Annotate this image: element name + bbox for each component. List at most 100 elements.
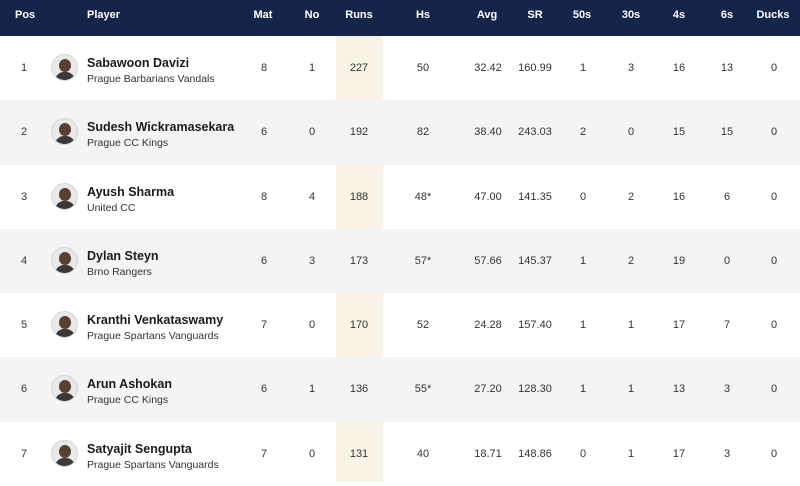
player-avatar bbox=[51, 118, 78, 146]
no-cell: 3 bbox=[308, 254, 316, 267]
avg-cell: 24.28 bbox=[474, 319, 502, 332]
pos-cell: 6 bbox=[21, 383, 28, 396]
table-header: Pos Player Mat No Runs Hs Avg SR 50s 30s… bbox=[0, 0, 800, 36]
player-team: Prague Barbarians Vandals bbox=[87, 73, 215, 85]
sixes-cell: 7 bbox=[723, 319, 731, 332]
player-name[interactable]: Sudesh Wickramasekara bbox=[87, 120, 235, 135]
mat-cell: 8 bbox=[260, 190, 268, 203]
header-player[interactable]: Player bbox=[87, 9, 121, 21]
avg-cell: 18.71 bbox=[474, 447, 502, 460]
fours-cell: 13 bbox=[672, 383, 686, 396]
fours-cell: 16 bbox=[672, 190, 686, 203]
player-name[interactable]: Kranthi Venkataswamy bbox=[87, 313, 224, 328]
avg-cell: 27.20 bbox=[474, 383, 502, 396]
table-row[interactable]: 4 Dylan Steyn Brno Rangers 6 3 173 57* 5… bbox=[0, 228, 800, 294]
hs-cell: 82 bbox=[416, 126, 430, 139]
fours-cell: 19 bbox=[672, 254, 686, 267]
ducks-cell: 0 bbox=[770, 62, 778, 74]
header-pos[interactable]: Pos bbox=[15, 9, 36, 21]
table-row[interactable]: 5 Kranthi Venkataswamy Prague Spartans V… bbox=[0, 293, 800, 357]
header-hs[interactable]: Hs bbox=[415, 9, 431, 21]
header-no[interactable]: No bbox=[304, 9, 320, 21]
player-avatar bbox=[51, 439, 78, 467]
runs-cell: 173 bbox=[349, 254, 369, 267]
avg-cell: 38.40 bbox=[474, 126, 502, 139]
player-team: Brno Rangers bbox=[87, 265, 152, 278]
sr-cell: 148.86 bbox=[518, 447, 552, 460]
fifties-cell: 1 bbox=[579, 62, 587, 74]
runs-cell: 131 bbox=[349, 447, 369, 460]
player-name[interactable]: Dylan Steyn bbox=[87, 248, 159, 263]
thirties-cell: 2 bbox=[627, 190, 635, 203]
player-name[interactable]: Ayush Sharma bbox=[87, 184, 175, 199]
player-team: Prague Spartans Vanguards bbox=[87, 330, 219, 343]
player-avatar bbox=[51, 54, 78, 81]
table-row[interactable]: 2 Sudesh Wickramasekara Prague CC Kings … bbox=[0, 100, 800, 165]
mat-cell: 6 bbox=[260, 254, 268, 267]
hs-cell: 50 bbox=[416, 62, 430, 74]
runs-cell: 188 bbox=[349, 190, 369, 203]
player-name[interactable]: Sabawoon Davizi bbox=[87, 56, 190, 70]
runs-cell: 170 bbox=[349, 319, 369, 332]
header-30s[interactable]: 30s bbox=[621, 9, 641, 21]
thirties-cell: 1 bbox=[627, 383, 635, 396]
table-row[interactable]: 1 Sabawoon Davizi Prague Barbarians Vand… bbox=[0, 36, 800, 100]
fifties-cell: 1 bbox=[579, 319, 587, 332]
sr-cell: 157.40 bbox=[518, 319, 552, 332]
header-runs[interactable]: Runs bbox=[345, 9, 373, 21]
pos-cell: 3 bbox=[21, 190, 28, 203]
thirties-cell: 0 bbox=[627, 126, 635, 139]
header-6s[interactable]: 6s bbox=[720, 9, 734, 21]
pos-cell: 7 bbox=[21, 447, 28, 460]
fifties-cell: 1 bbox=[579, 254, 587, 267]
header-avg[interactable]: Avg bbox=[476, 9, 498, 21]
table-row[interactable]: 7 Satyajit Sengupta Prague Spartans Vang… bbox=[0, 422, 800, 486]
fours-cell: 15 bbox=[672, 126, 686, 139]
hs-cell: 40 bbox=[416, 447, 430, 460]
hs-cell: 52 bbox=[416, 319, 430, 332]
avg-cell: 57.66 bbox=[474, 254, 502, 267]
avg-cell: 32.42 bbox=[474, 62, 502, 74]
sr-cell: 145.37 bbox=[518, 254, 552, 267]
sr-cell: 128.30 bbox=[518, 383, 552, 396]
header-sr[interactable]: SR bbox=[527, 9, 543, 21]
thirties-cell: 1 bbox=[627, 447, 635, 460]
avg-cell: 47.00 bbox=[474, 190, 502, 203]
header-ducks[interactable]: Ducks bbox=[756, 9, 790, 21]
player-name[interactable]: Satyajit Sengupta bbox=[87, 441, 192, 456]
player-team: United CC bbox=[87, 201, 136, 214]
player-avatar bbox=[51, 311, 78, 339]
header-mat[interactable]: Mat bbox=[253, 9, 273, 21]
hs-cell: 55* bbox=[414, 383, 432, 396]
sixes-cell: 3 bbox=[723, 447, 731, 460]
sr-cell: 160.99 bbox=[518, 62, 552, 74]
no-cell: 4 bbox=[308, 190, 316, 203]
mat-cell: 6 bbox=[260, 126, 268, 139]
no-cell: 1 bbox=[308, 383, 316, 396]
table-row[interactable]: 6 Arun Ashokan Prague CC Kings 6 1 136 5… bbox=[0, 357, 800, 422]
fifties-cell: 2 bbox=[579, 126, 587, 139]
header-50s[interactable]: 50s bbox=[572, 9, 592, 21]
pos-cell: 4 bbox=[21, 254, 28, 267]
sr-cell: 141.35 bbox=[518, 190, 552, 203]
table-row[interactable]: 3 Ayush Sharma United CC 8 4 188 48* 47.… bbox=[0, 165, 800, 229]
player-avatar bbox=[51, 246, 78, 274]
pos-cell: 1 bbox=[21, 62, 28, 74]
player-avatar bbox=[51, 375, 78, 403]
sixes-cell: 15 bbox=[720, 126, 734, 139]
player-team: Prague CC Kings bbox=[87, 137, 169, 150]
sr-cell: 243.03 bbox=[518, 126, 552, 139]
header-4s[interactable]: 4s bbox=[672, 9, 686, 21]
no-cell: 0 bbox=[308, 126, 316, 139]
sixes-cell: 13 bbox=[720, 62, 734, 74]
player-avatar bbox=[51, 182, 78, 210]
fifties-cell: 0 bbox=[579, 190, 587, 203]
thirties-cell: 3 bbox=[627, 62, 635, 74]
runs-cell: 227 bbox=[349, 62, 369, 74]
ducks-cell: 0 bbox=[770, 254, 778, 267]
player-name[interactable]: Arun Ashokan bbox=[87, 377, 172, 392]
ducks-cell: 0 bbox=[770, 383, 778, 396]
sixes-cell: 6 bbox=[723, 190, 731, 203]
fours-cell: 17 bbox=[672, 447, 686, 460]
